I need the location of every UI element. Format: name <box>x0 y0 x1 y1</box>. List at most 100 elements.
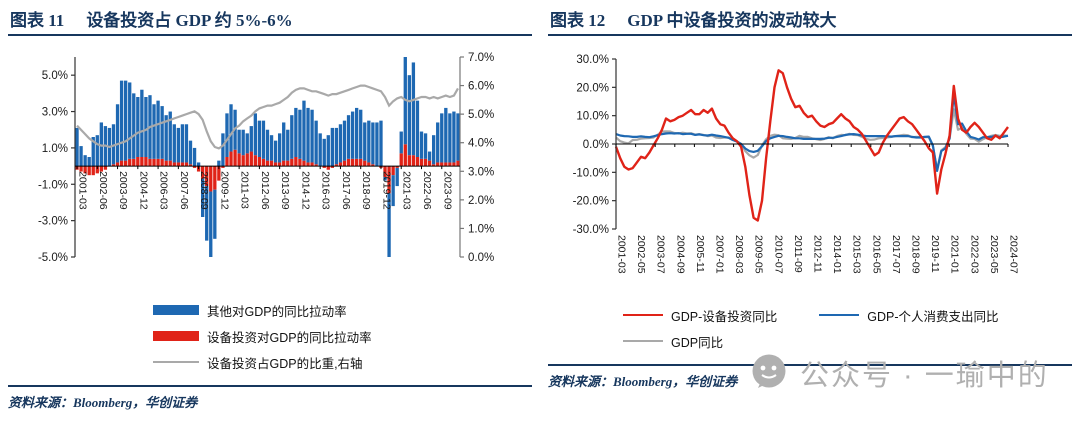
legend-row-1: GDP-设备投资同比 GDP-个人消费支出同比 <box>623 302 1072 328</box>
svg-text:2021-03: 2021-03 <box>401 171 413 210</box>
svg-text:2013-09: 2013-09 <box>279 171 291 210</box>
legend-row-2: GDP同比 <box>623 328 1072 354</box>
svg-text:2012-06: 2012-06 <box>259 171 271 210</box>
svg-text:2014-12: 2014-12 <box>299 171 311 210</box>
svg-text:2019-12: 2019-12 <box>380 171 392 210</box>
legend-item-equipment-yoy: GDP-设备投资同比 <box>623 306 777 325</box>
source-text: 资料来源：Bloomberg，华创证券 <box>8 395 198 410</box>
svg-text:-1.0%: -1.0% <box>38 179 68 191</box>
red-bar-swatch-icon <box>153 331 199 341</box>
svg-text:2017-06: 2017-06 <box>340 171 352 210</box>
svg-text:2008-03: 2008-03 <box>733 235 745 274</box>
title-rule <box>548 34 1072 36</box>
svg-text:2006-03: 2006-03 <box>158 171 170 210</box>
equipment-share-bar-chart: 5.0% 3.0% 1.0% -1.0% -3.0% -5.0% 7.0% 6.0% 5.0% 4… <box>38 52 494 264</box>
svg-text:2002-06: 2002-06 <box>97 171 109 210</box>
svg-text:2015-03: 2015-03 <box>851 235 863 274</box>
gdp-yoy-line-chart: 30.0% 20.0% 10.0% 0.0% -10.0% -20.0% -30.0% 200… <box>573 54 1020 274</box>
figure-12-legend: GDP-设备投资同比 GDP-个人消费支出同比 GDP同比 <box>623 302 1072 354</box>
svg-text:2021-01: 2021-01 <box>949 235 961 274</box>
legend-item-other-contribution: 其他对GDP的同比拉动率 <box>153 297 532 323</box>
figure-12-label: 图表 12 <box>550 11 606 30</box>
svg-text:2003-09: 2003-09 <box>117 171 129 210</box>
svg-text:2003-07: 2003-07 <box>655 235 667 274</box>
legend-label: GDP-设备投资同比 <box>671 309 778 324</box>
legend-item-equipment-share: 设备投资占GDP的比重,右轴 <box>153 349 532 375</box>
svg-text:2018-09: 2018-09 <box>910 235 922 274</box>
svg-text:2023-05: 2023-05 <box>988 235 1000 274</box>
figure-11-source: 资料来源：Bloomberg，华创证券 <box>8 385 532 411</box>
svg-text:2011-09: 2011-09 <box>792 235 804 273</box>
legend-label: 设备投资对GDP的同比拉动率 <box>207 330 372 345</box>
svg-text:5.0%: 5.0% <box>468 109 494 121</box>
blue-line-swatch-icon <box>819 313 860 317</box>
svg-text:2007-01: 2007-01 <box>714 235 726 274</box>
svg-text:2014-01: 2014-01 <box>831 235 843 274</box>
svg-text:2001-03: 2001-03 <box>77 171 89 210</box>
red-line-swatch-icon <box>623 313 663 317</box>
figure-11-title-text: 设备投资占 GDP 约 5%-6% <box>86 11 293 30</box>
svg-text:2009-05: 2009-05 <box>753 235 765 274</box>
svg-text:0.0%: 0.0% <box>468 252 494 264</box>
svg-text:2017-07: 2017-07 <box>890 235 902 274</box>
svg-text:2002-05: 2002-05 <box>635 235 647 274</box>
svg-text:2022-06: 2022-06 <box>421 171 433 210</box>
svg-text:-5.0%: -5.0% <box>38 252 68 264</box>
figure-11-label: 图表 11 <box>10 11 65 30</box>
legend-item-pce-yoy: GDP-个人消费支出同比 <box>819 306 999 325</box>
figure-11-panel: 图表 11 设备投资占 GDP 约 5%-6% 5.0% 3.0% 1.0% -1.0… <box>8 6 532 411</box>
svg-text:3.0%: 3.0% <box>42 107 68 119</box>
svg-text:2009-12: 2009-12 <box>218 171 230 210</box>
figure-11-legend: 其他对GDP的同比拉动率 设备投资对GDP的同比拉动率 设备投资占GDP的比重,… <box>153 297 532 375</box>
legend-label: 其他对GDP的同比拉动率 <box>207 304 347 319</box>
legend-label: GDP-个人消费支出同比 <box>867 309 999 324</box>
svg-text:-30.0%: -30.0% <box>573 224 609 236</box>
svg-text:6.0%: 6.0% <box>468 81 494 93</box>
svg-text:1.0%: 1.0% <box>42 143 68 155</box>
watermark-text: 公众号 · 一瑜中的 <box>800 360 1049 392</box>
svg-text:2018-09: 2018-09 <box>360 171 372 210</box>
gray-line-swatch-icon <box>623 339 663 343</box>
svg-text:2011-03: 2011-03 <box>239 171 251 209</box>
legend-label: 设备投资占GDP的比重,右轴 <box>207 356 363 371</box>
svg-text:-10.0%: -10.0% <box>573 167 609 179</box>
svg-text:3.0%: 3.0% <box>468 166 494 178</box>
svg-text:2016-03: 2016-03 <box>320 171 332 210</box>
gray-line-swatch-icon <box>153 360 199 364</box>
svg-text:20.0%: 20.0% <box>576 82 609 94</box>
svg-text:2.0%: 2.0% <box>468 195 494 207</box>
svg-text:2005-11: 2005-11 <box>694 235 706 273</box>
svg-text:30.0%: 30.0% <box>576 54 609 66</box>
wechat-watermark: 公众号 · 一瑜中的 <box>748 352 1049 394</box>
svg-text:2022-03: 2022-03 <box>968 235 980 274</box>
svg-text:5.0%: 5.0% <box>42 70 68 82</box>
blue-bar-swatch-icon <box>153 305 199 315</box>
svg-text:0.0%: 0.0% <box>583 139 609 151</box>
figure-12-title-text: GDP 中设备投资的波动较大 <box>627 11 837 30</box>
svg-text:7.0%: 7.0% <box>468 52 494 64</box>
svg-text:2001-03: 2001-03 <box>616 235 628 274</box>
svg-text:2023-09: 2023-09 <box>441 171 453 210</box>
svg-text:-20.0%: -20.0% <box>573 196 609 208</box>
svg-text:10.0%: 10.0% <box>576 111 609 123</box>
legend-item-gdp-yoy: GDP同比 <box>623 332 723 351</box>
svg-text:1.0%: 1.0% <box>468 223 494 235</box>
svg-text:2016-05: 2016-05 <box>870 235 882 274</box>
svg-text:2004-09: 2004-09 <box>674 235 686 274</box>
svg-text:2007-06: 2007-06 <box>178 171 190 210</box>
figure-12-panel: 图表 12 GDP 中设备投资的波动较大 30.0% 20.0% 10.0% 0.0%… <box>548 6 1072 390</box>
legend-item-equipment-contribution: 设备投资对GDP的同比拉动率 <box>153 323 532 349</box>
svg-text:-3.0%: -3.0% <box>38 216 68 228</box>
figure-11-title: 图表 11 设备投资占 GDP 约 5%-6% <box>8 6 532 32</box>
legend-label: GDP同比 <box>671 335 724 350</box>
svg-text:2024-07: 2024-07 <box>1008 235 1020 274</box>
svg-text:2019-11: 2019-11 <box>929 235 941 273</box>
svg-text:4.0%: 4.0% <box>468 138 494 150</box>
wechat-official-account-icon <box>752 354 786 388</box>
svg-text:2010-07: 2010-07 <box>772 235 784 274</box>
svg-text:2004-12: 2004-12 <box>137 171 149 210</box>
figure-12-source: 资料来源：Bloomberg，华创证券 <box>548 364 1072 390</box>
figure-12-title: 图表 12 GDP 中设备投资的波动较大 <box>548 6 1072 32</box>
svg-text:2012-11: 2012-11 <box>812 235 824 273</box>
